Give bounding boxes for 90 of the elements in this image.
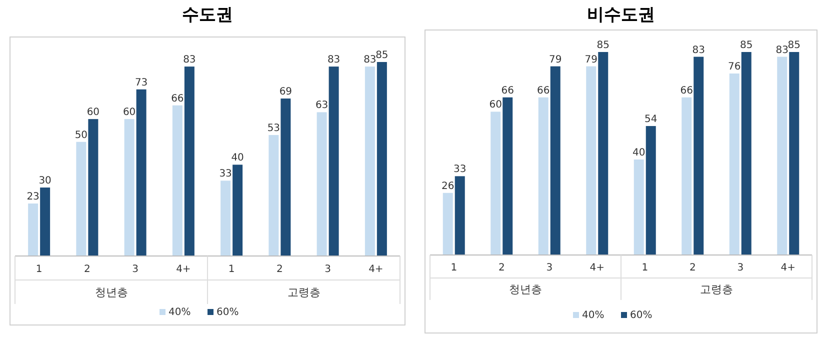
bar xyxy=(268,135,279,256)
data-label: 73 xyxy=(134,77,148,88)
data-label: 66 xyxy=(171,93,184,104)
x-tick-label: 3 xyxy=(737,262,744,274)
data-label: 83 xyxy=(327,54,340,66)
data-label: 85 xyxy=(788,40,800,51)
bar xyxy=(550,66,560,255)
data-label: 66 xyxy=(537,85,550,96)
bar xyxy=(442,192,453,255)
data-label: 83 xyxy=(364,54,376,66)
data-label: 79 xyxy=(584,54,598,66)
bar xyxy=(538,97,548,255)
x-tick-label: 3 xyxy=(546,262,553,274)
bar xyxy=(280,98,291,256)
legend-label: 60% xyxy=(216,307,239,318)
bar xyxy=(316,112,327,256)
data-label: 40 xyxy=(632,147,646,158)
data-label: 30 xyxy=(38,176,52,187)
bar xyxy=(124,119,134,256)
data-label: 23 xyxy=(26,192,40,203)
bar xyxy=(586,66,596,255)
data-label: 60 xyxy=(489,100,502,111)
data-label: 40 xyxy=(231,152,244,164)
x-tick-label: 4+ xyxy=(780,262,796,274)
data-label: 33 xyxy=(219,168,232,180)
data-label: 50 xyxy=(74,130,88,141)
chart-title: 비수도권 xyxy=(587,5,655,25)
data-label: 53 xyxy=(267,123,280,134)
bar xyxy=(184,66,194,256)
x-tick-label: 2 xyxy=(689,262,696,274)
x-tick-label: 3 xyxy=(132,264,138,275)
bar xyxy=(136,89,146,256)
x-tick-label: 3 xyxy=(324,264,331,275)
data-label: 54 xyxy=(644,114,658,126)
bar xyxy=(741,52,752,255)
text: 청년층 xyxy=(509,283,542,296)
text: 고령층 xyxy=(700,283,733,296)
bar xyxy=(789,52,800,255)
bar xyxy=(598,52,608,255)
x-tick-label: 2 xyxy=(498,262,505,274)
data-label: 60 xyxy=(86,107,100,118)
x-tick-label: 2 xyxy=(84,264,90,275)
x-tick-label: 2 xyxy=(276,264,283,275)
data-label: 69 xyxy=(279,86,292,98)
bar xyxy=(502,97,513,255)
bar xyxy=(729,73,740,255)
bar xyxy=(328,66,339,256)
data-label: 66 xyxy=(680,85,693,96)
bar xyxy=(490,112,501,255)
bar xyxy=(364,66,375,256)
bar xyxy=(454,176,465,255)
data-label: 85 xyxy=(596,40,610,51)
data-label: 83 xyxy=(776,44,788,56)
data-label: 83 xyxy=(183,54,196,66)
chart-title: 수도권 xyxy=(182,5,233,25)
bar xyxy=(777,56,788,255)
x-tick-label: 1 xyxy=(642,262,648,274)
bar xyxy=(220,180,231,256)
legend-label: 40% xyxy=(582,310,604,321)
bar xyxy=(76,142,86,256)
legend-label: 40% xyxy=(168,307,191,318)
bar xyxy=(172,105,182,256)
bar xyxy=(376,62,387,256)
bar xyxy=(682,97,692,255)
text: 고령층 xyxy=(287,286,320,299)
x-tick-label: 4+ xyxy=(590,262,604,274)
x-tick-label: 1 xyxy=(450,262,458,274)
data-label: 85 xyxy=(376,50,388,61)
bar xyxy=(646,126,656,255)
data-label: 26 xyxy=(442,180,454,192)
data-label: 63 xyxy=(315,100,328,112)
bar xyxy=(88,119,98,256)
bar xyxy=(232,164,243,256)
text: 청년층 xyxy=(94,286,128,299)
x-tick-label: 4+ xyxy=(176,264,191,275)
bar xyxy=(634,159,644,255)
bar xyxy=(28,204,38,256)
data-label: 85 xyxy=(740,40,753,51)
x-tick-label: 1 xyxy=(228,264,235,275)
data-label: 83 xyxy=(692,44,705,56)
data-label: 33 xyxy=(454,164,466,176)
data-label: 66 xyxy=(501,85,514,96)
data-label: 60 xyxy=(122,107,136,118)
x-tick-label: 1 xyxy=(36,264,42,275)
bar xyxy=(694,56,704,255)
legend-label: 60% xyxy=(630,310,652,321)
bar xyxy=(40,188,50,256)
x-tick-label: 4+ xyxy=(368,264,384,275)
data-label: 79 xyxy=(549,54,562,66)
data-label: 76 xyxy=(728,61,741,72)
